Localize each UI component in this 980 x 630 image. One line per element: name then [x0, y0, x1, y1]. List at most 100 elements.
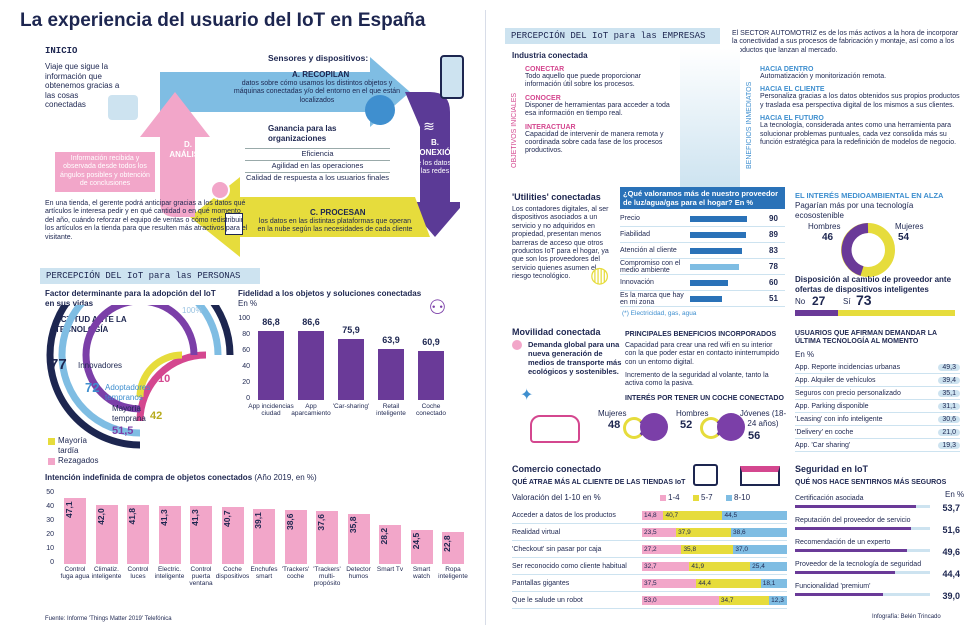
int-value: 24,5: [410, 532, 421, 550]
objetivo-desc: Todo aquello que puede proporcionar info…: [525, 73, 641, 89]
seguridad-bar: [795, 549, 907, 552]
building-icon: [680, 48, 740, 188]
utility-row: Innovación 60: [620, 275, 785, 291]
utilities-note: (*) Electricidad, gas, agua: [622, 310, 697, 317]
comercio-seg: 32,7: [642, 561, 690, 571]
utility-bar: [690, 247, 743, 254]
robot-icon: [365, 95, 395, 125]
demand-label: Seguros con precio personalizado: [795, 389, 901, 397]
int-label: Control fuga agua: [60, 566, 90, 580]
demand-row: App. Reporte incidencias urbanas 49,3: [795, 361, 960, 374]
analysis-icon: [210, 180, 230, 200]
recopilan-title: A. RECOPILAN: [292, 70, 350, 79]
utilities-chart: Precio 90 Fiabilidad 89 Atención al cliente 8…: [620, 211, 785, 307]
mujeres-label: Mujeres: [895, 222, 924, 231]
seguridad-track: [795, 505, 930, 508]
beneficio-desc: Personaliza gracias a los datos obtenido…: [760, 93, 960, 109]
env-donut: [841, 223, 895, 277]
wifi-icon: ≋: [423, 118, 435, 134]
ring-pink: [136, 351, 207, 422]
utility-row: Atención al cliente 83: [620, 243, 785, 259]
utility-track: [690, 247, 769, 254]
comercio-row: Ser reconocido como cliente habitual 32,7…: [512, 558, 787, 575]
comercio-row: 'Checkout' sin pasar por caja 27,2 35,8 37,…: [512, 541, 787, 558]
fid-bar: [378, 348, 404, 400]
beneficio-item: HACIA EL CLIENTE Personaliza gracias a lo…: [760, 86, 960, 110]
int-value: 40,7: [221, 510, 232, 527]
legend-rezagados: Rezagados: [58, 456, 99, 465]
utility-value: 60: [769, 278, 778, 287]
comercio-label: Acceder a datos de los productos: [512, 511, 616, 519]
hundred-label: 100%: [182, 306, 203, 315]
comercio-row: Que le salude un robot 53,0 34,7 12,3: [512, 592, 787, 609]
beneficio-item: HACIA EL FUTURO La tecnología, considerad…: [760, 115, 960, 147]
fid-tick: 60: [242, 347, 250, 354]
gain-1: Eficiencia: [245, 148, 390, 158]
utility-label: Atención al cliente: [620, 247, 677, 254]
seguridad-bar: [795, 593, 883, 596]
int-bar: [410, 529, 433, 564]
int-bar: [347, 513, 370, 564]
env-sub: Pagarían más por una tecnología ecososte…: [795, 201, 914, 220]
demand-row: App. 'Car sharing' 19,3: [795, 439, 960, 452]
section-empresas: PERCEPCIÓN DEL IoT para las EMPRESAS: [505, 28, 720, 44]
ring-mayoria: [82, 305, 198, 413]
objetivo-title: CONOCER: [525, 94, 561, 102]
satellite-icon: ✦: [520, 387, 534, 404]
conexion-title: B. CONEXIÓN: [413, 138, 457, 157]
demand-label: 'Leasing' con info inteligente: [795, 415, 883, 423]
fid-value: 86,6: [302, 316, 320, 327]
int-tick: 30: [46, 517, 54, 524]
si-label: Sí: [843, 297, 851, 306]
register-icon: [693, 464, 718, 486]
seguridad-label: Funcionalidad 'premium': [795, 583, 871, 590]
mov-hombres-v: 52: [680, 419, 693, 431]
comercio-seg: 14,8: [642, 510, 664, 520]
objetivo-desc: Disponer de herramientas para acceder a …: [525, 101, 670, 118]
actitud-label: ACTITUD ANTE LA TECNOLOGÍA: [55, 315, 127, 334]
demand-value: 49,3: [938, 363, 960, 371]
beneficios-list: HACIA DENTRO Automatización y monitorizac…: [760, 66, 960, 152]
lightbulb-icon: ◍: [590, 262, 610, 287]
demand-value: 35,1: [938, 389, 960, 397]
fid-chart: 100 80 60 40 20 0 86,8 App incidencias ciudad 86…: [236, 312, 461, 417]
utility-track: [690, 215, 769, 222]
seguridad-row: Funcionalidad 'premium' 39,0: [795, 583, 960, 605]
seguridad-unit: En %: [945, 490, 965, 499]
demand-label: App. Parking disponible: [795, 402, 869, 410]
comercio-seg: 35,8: [681, 544, 734, 554]
legend-1-4: 1-4: [668, 493, 680, 502]
int-bar: [221, 507, 244, 564]
credit: Infografía: Belén Trincado: [872, 614, 941, 620]
movilidad-title: Movilidad conectada: [512, 327, 601, 337]
fid-label: Coche conectado: [416, 403, 446, 418]
int-bar: [158, 506, 181, 564]
comercio-seg: 37,5: [642, 578, 697, 588]
fid-bar: [298, 330, 324, 400]
seguridad-row: Proveedor de la tecnología de seguridad 4…: [795, 561, 960, 583]
analisis-title: D. ANÁLISIS: [169, 140, 207, 159]
seguridad-bar: [795, 571, 895, 574]
arrow-conexion: [405, 92, 460, 237]
int-label: Electric. inteligente: [154, 566, 185, 580]
yellow-value: 42: [150, 410, 163, 422]
pink-value: 10: [158, 373, 171, 385]
demand-label: App. Reporte incidencias urbanas: [795, 363, 901, 371]
beneficio-title: HACIA EL CLIENTE: [760, 86, 825, 94]
comercio-seg: 44,4: [696, 578, 761, 588]
comercio-seg: 37,0: [733, 544, 787, 554]
connect-icon-2: [717, 413, 745, 441]
comercio-seg: 37,9: [676, 527, 732, 537]
mujeres-value: 54: [898, 232, 910, 243]
no-label: No: [795, 297, 806, 306]
beneficio-title: HACIA DENTRO: [760, 66, 814, 73]
utility-label: Fiabilidad: [620, 231, 650, 238]
fid-label: 'Car-sharing': [332, 403, 370, 410]
seguridad-value: 39,0: [942, 591, 960, 601]
fid-value: 75,9: [342, 325, 360, 336]
fid-tick: 0: [246, 395, 250, 402]
utilities-title: 'Utilities' conectadas: [512, 192, 601, 202]
int-title: Intención indefinida de compra de objeto…: [45, 473, 317, 482]
legend-5-7-swatch: [693, 495, 699, 501]
mov-ben-title: PRINCIPALES BENEFICIOS INCORPORADOS: [625, 331, 777, 338]
